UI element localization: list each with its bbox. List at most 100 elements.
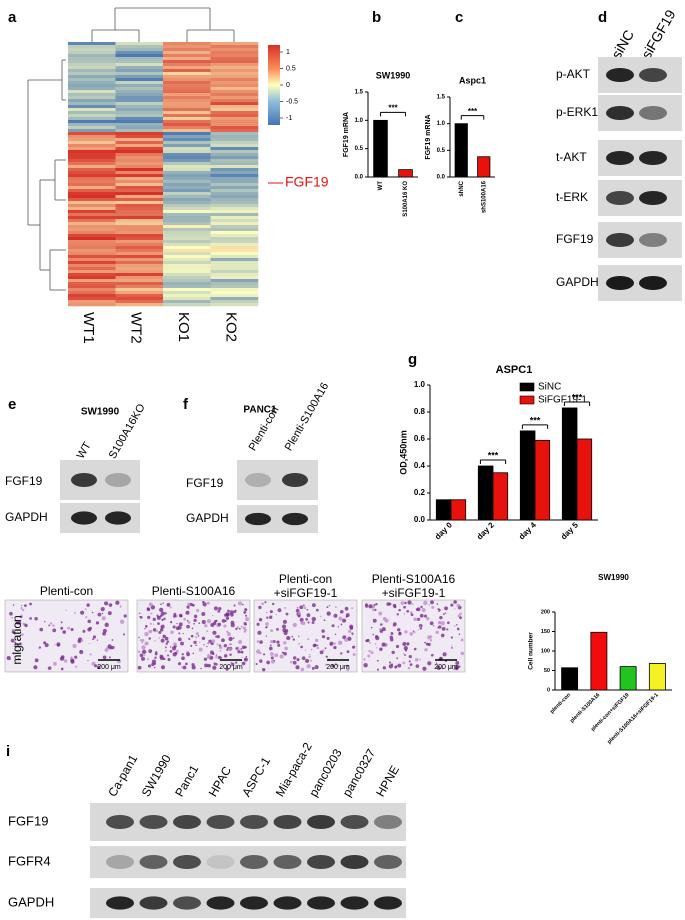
stain-dot — [460, 638, 464, 642]
stain-dot — [181, 666, 184, 669]
x-tick-label: plenti-con — [549, 692, 572, 715]
stain-dot — [215, 654, 218, 656]
stain-dot — [326, 611, 331, 616]
heatmap-cell — [163, 99, 211, 103]
blot-band — [307, 855, 335, 869]
heatmap-cell — [68, 192, 116, 196]
stain-dot — [141, 641, 144, 644]
heatmap-cell — [68, 177, 116, 181]
stain-dot — [398, 608, 401, 612]
heatmap-cell — [115, 81, 164, 85]
heatmap-cell — [163, 120, 211, 124]
stain-dot — [412, 630, 415, 632]
blot-band — [282, 512, 308, 526]
heatmap-cell — [210, 237, 259, 241]
stain-dot — [259, 640, 263, 644]
stain-dot — [111, 639, 114, 641]
stain-dot — [386, 602, 390, 606]
heatmap-cell — [210, 135, 259, 139]
panel-letter: b — [372, 9, 381, 26]
stain-dot — [303, 606, 307, 610]
stain-dot — [299, 605, 304, 610]
blot-band — [273, 815, 302, 829]
stain-dot — [107, 644, 112, 649]
x-tick-label: day 2 — [475, 520, 496, 541]
stain-dot — [428, 603, 430, 606]
stain-dot — [283, 641, 287, 645]
y-tick-label: 1.0 — [355, 118, 364, 124]
stain-dot — [307, 638, 310, 641]
stain-dot — [406, 609, 410, 613]
x-tick-label: shNC — [459, 180, 465, 196]
stain-dot — [138, 636, 140, 639]
stain-dot — [270, 640, 274, 644]
heatmap-cell — [210, 120, 259, 124]
heatmap-cell — [210, 93, 259, 97]
stain-dot — [158, 637, 160, 639]
stain-dot — [152, 617, 156, 621]
stain-dot — [404, 601, 407, 605]
heatmap-cell — [163, 189, 211, 193]
heatmap-cell — [163, 57, 211, 61]
heatmap-cell — [68, 72, 116, 76]
heatmap-cell — [68, 243, 116, 247]
stain-dot — [208, 639, 212, 643]
heatmap-cell — [68, 204, 116, 208]
stain-dot — [39, 627, 44, 632]
stain-dot — [346, 667, 350, 672]
stain-dot — [16, 629, 19, 631]
heatmap-cell — [210, 75, 259, 79]
heatmap-cell — [210, 99, 259, 103]
stain-dot — [60, 621, 63, 624]
stain-dot — [311, 621, 315, 624]
heatmap-cell — [210, 270, 259, 274]
stain-dot — [392, 622, 397, 627]
colorbar — [268, 45, 280, 125]
stain-dot — [80, 610, 85, 615]
heatmap-cell — [68, 63, 116, 67]
stain-dot — [173, 614, 177, 618]
heatmap-cell — [115, 75, 164, 79]
stain-dot — [60, 626, 64, 630]
stain-dot — [44, 643, 49, 648]
heatmap-cell — [210, 72, 259, 76]
row-label: p-AKT — [556, 67, 591, 81]
stain-dot — [212, 621, 217, 626]
stain-dot — [100, 607, 105, 612]
stain-dot — [298, 635, 300, 637]
stain-dot — [331, 664, 335, 668]
heatmap-cell — [68, 111, 116, 115]
stain-dot — [210, 642, 213, 645]
stain-dot — [245, 617, 250, 622]
stain-dot — [395, 644, 400, 649]
heatmap-cell — [68, 162, 116, 166]
stain-dot — [162, 602, 164, 604]
stain-dot — [181, 653, 184, 656]
stain-dot — [306, 613, 311, 618]
stain-dot — [299, 617, 304, 622]
heatmap-cell — [210, 150, 259, 154]
heatmap-cell — [163, 297, 211, 301]
stain-dot — [328, 604, 331, 607]
heatmap-cell — [210, 240, 259, 244]
stain-dot — [298, 643, 300, 645]
stain-dot — [210, 639, 216, 644]
stain-dot — [104, 622, 109, 628]
heatmap-cell — [115, 216, 164, 220]
stain-dot — [423, 614, 427, 618]
stain-dot — [427, 642, 431, 647]
lane-label: WT — [75, 440, 94, 461]
heatmap-cell — [210, 171, 259, 175]
stain-dot — [258, 617, 263, 622]
stain-dot — [24, 623, 28, 628]
stain-dot — [393, 605, 397, 609]
blot-band — [606, 276, 634, 290]
micrograph-label: +siFGF19-1 — [274, 586, 338, 600]
stain-dot — [91, 661, 96, 666]
stain-dot — [352, 652, 356, 657]
stain-dot — [264, 601, 267, 604]
stain-dot — [195, 644, 197, 646]
stain-dot — [262, 653, 266, 656]
heatmap-cell — [68, 69, 116, 73]
heatmap-cell — [115, 150, 164, 154]
